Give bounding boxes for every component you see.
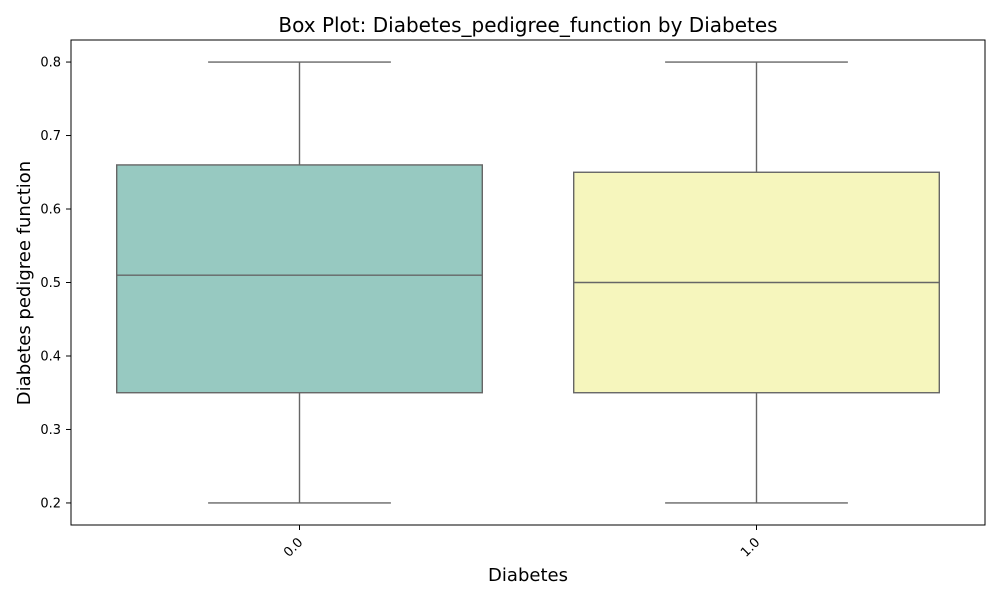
y-tick-label-5: 0.7 bbox=[40, 129, 61, 144]
y-axis-label: Diabetes pedigree function bbox=[14, 161, 35, 405]
x-axis-label: Diabetes bbox=[488, 565, 568, 586]
y-axis: 0.2 0.3 0.4 0.5 0.6 0.7 0.8 bbox=[40, 56, 71, 511]
x-tick-label-1: 1.0 bbox=[738, 535, 763, 560]
box-group-1 bbox=[573, 61, 941, 504]
y-tick-label-3: 0.5 bbox=[40, 276, 61, 291]
x-tick-label-0: 0.0 bbox=[281, 535, 306, 560]
box-group-0 bbox=[115, 61, 484, 504]
box-0 bbox=[115, 164, 484, 394]
y-tick-label-1: 0.3 bbox=[40, 423, 61, 438]
y-tick-label-0: 0.2 bbox=[40, 496, 61, 511]
plot-area bbox=[70, 39, 986, 526]
y-tick-label-6: 0.8 bbox=[40, 56, 61, 71]
x-axis: 0.0 1.0 bbox=[281, 525, 763, 560]
y-tick-label-4: 0.6 bbox=[40, 203, 61, 218]
chart-title: Box Plot: Diabetes_pedigree_function by … bbox=[278, 13, 777, 37]
y-tick-label-2: 0.4 bbox=[40, 349, 61, 364]
